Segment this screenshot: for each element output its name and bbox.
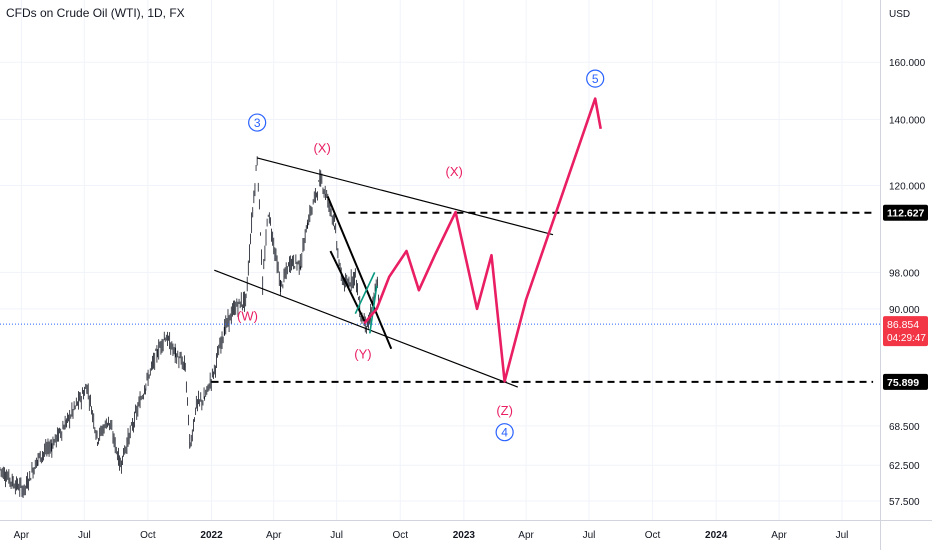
grid-lines bbox=[0, 0, 880, 520]
x-tick-label: Apr bbox=[266, 530, 282, 541]
x-tick-label: Oct bbox=[392, 530, 408, 541]
symbol-title[interactable]: CFDs on Crude Oil (WTI), 1D, FX bbox=[6, 6, 185, 20]
wave-label: 4 bbox=[501, 426, 508, 440]
x-tick-label: Jul bbox=[78, 530, 91, 541]
y-tick-label: 68.500 bbox=[889, 422, 920, 433]
y-tick-label: 98.000 bbox=[889, 268, 920, 279]
level-price-badge bbox=[883, 204, 928, 221]
channel-trendline bbox=[214, 269, 518, 388]
x-tick-label: Apr bbox=[771, 530, 787, 541]
wave-label: (X) bbox=[445, 164, 462, 179]
y-tick-label: 62.500 bbox=[889, 461, 920, 472]
green-trendline bbox=[354, 272, 376, 315]
currency-label: USD bbox=[889, 9, 911, 20]
level-price-badge-label: 112.627 bbox=[887, 208, 925, 220]
wave-label: (Y) bbox=[354, 347, 371, 362]
y-tick-label: 57.500 bbox=[889, 497, 920, 508]
elliott-projection-path bbox=[363, 97, 602, 383]
wave-label: (X) bbox=[313, 140, 330, 155]
x-tick-label: Jul bbox=[583, 530, 596, 541]
wave-label-circle bbox=[248, 113, 267, 132]
x-tick-label: 2024 bbox=[705, 530, 728, 541]
x-tick-label: Jul bbox=[330, 530, 343, 541]
x-tick-label: 2022 bbox=[200, 530, 223, 541]
wave-label: 5 bbox=[592, 72, 599, 86]
wave-label-circle bbox=[495, 423, 514, 442]
wedge-trendline bbox=[326, 196, 393, 350]
x-tick-label: Oct bbox=[140, 530, 156, 541]
level-price-badge bbox=[883, 373, 928, 390]
wave-label: 3 bbox=[254, 116, 261, 130]
x-tick-label: Jul bbox=[836, 530, 849, 541]
last-price-badge bbox=[883, 316, 928, 347]
channel-trendline bbox=[257, 157, 554, 236]
drawings[interactable]: 3 (X) (X) (W) (Y) (Z) 4 5 bbox=[0, 69, 880, 442]
countdown-label: 04:29:47 bbox=[887, 333, 926, 344]
wedge-trendline bbox=[329, 250, 367, 324]
y-tick-label: 140.000 bbox=[889, 115, 926, 126]
price-series bbox=[0, 156, 379, 498]
green-trendline bbox=[369, 285, 378, 334]
y-tick-label: 120.000 bbox=[889, 182, 926, 193]
level-price-badge-label: 75.899 bbox=[887, 377, 919, 389]
wave-label: (W) bbox=[237, 309, 258, 324]
y-tick-label: 160.000 bbox=[889, 58, 926, 69]
wave-label-circle bbox=[586, 69, 605, 88]
x-tick-label: Apr bbox=[14, 530, 30, 541]
wave-label: (Z) bbox=[496, 403, 513, 418]
y-tick-label: 90.000 bbox=[889, 305, 920, 316]
x-tick-label: Apr bbox=[518, 530, 534, 541]
x-tick-label: Oct bbox=[645, 530, 661, 541]
x-tick-label: 2023 bbox=[453, 530, 476, 541]
last-price-label: 86.854 bbox=[887, 319, 919, 331]
